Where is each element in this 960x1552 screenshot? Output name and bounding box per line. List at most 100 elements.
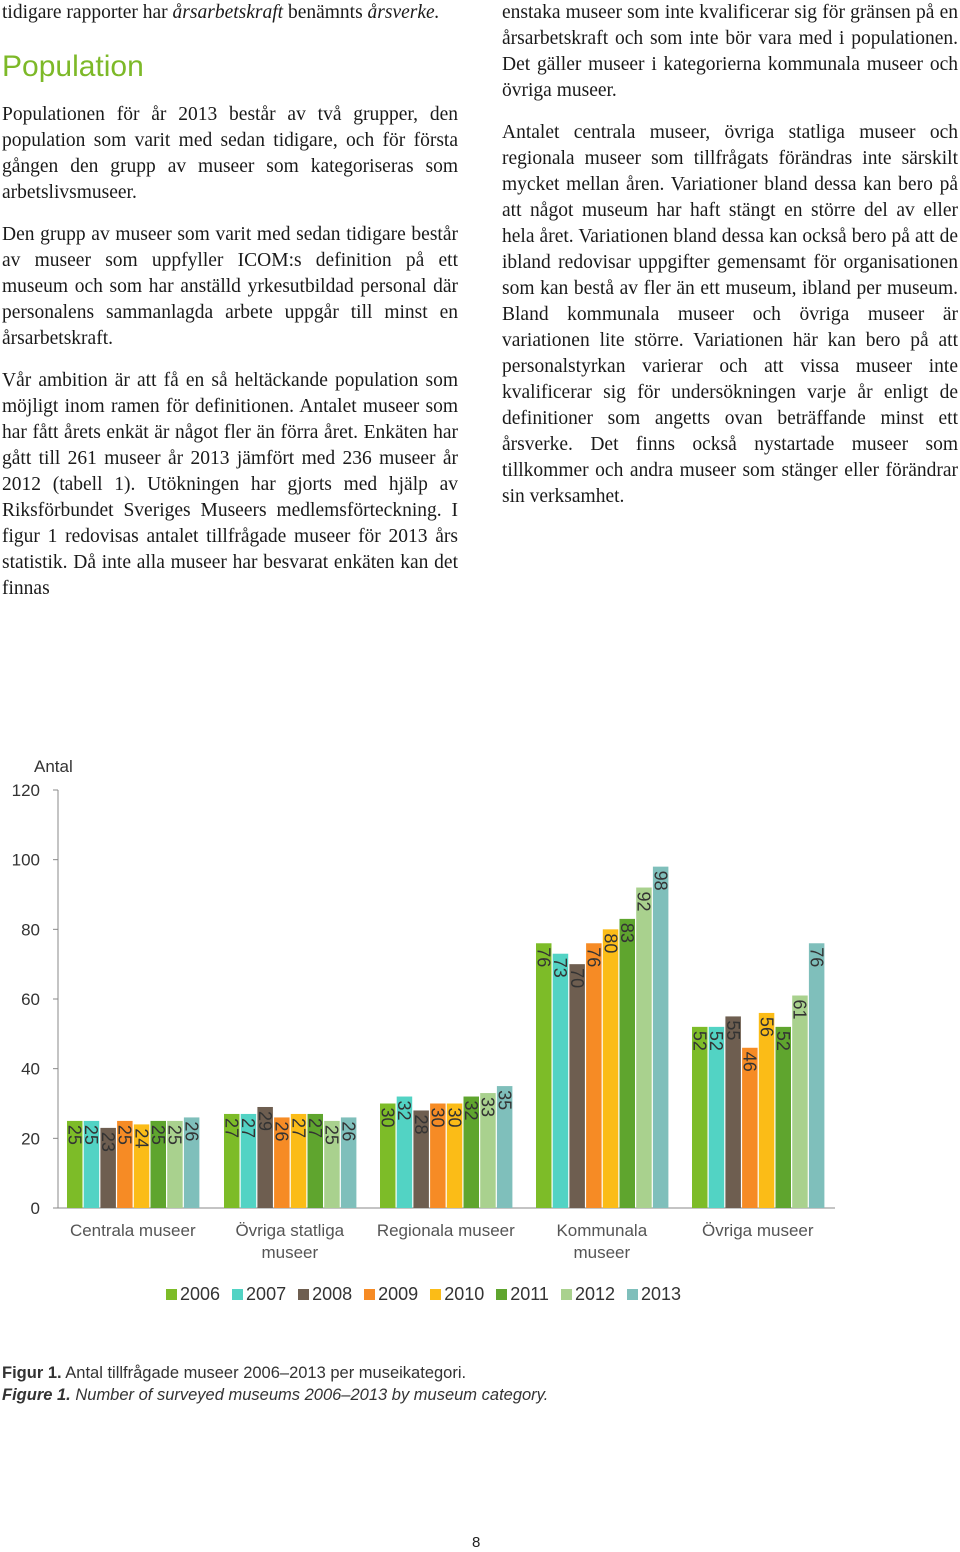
bar-data-label: 25	[115, 1125, 135, 1145]
legend-item: 2012	[560, 1284, 615, 1305]
bar-data-label: 28	[411, 1114, 431, 1134]
bar	[692, 1026, 708, 1208]
legend-label: 2008	[312, 1284, 353, 1304]
bar-chart: Antal 0204060801001202525232524252526Cen…	[12, 757, 835, 1262]
x-category-label: Övriga statliga	[235, 1221, 344, 1240]
bar	[602, 929, 619, 1208]
bar-data-label: 26	[338, 1121, 358, 1141]
bar-data-label: 80	[600, 933, 620, 953]
legend-label: 2009	[378, 1284, 419, 1304]
bar	[240, 1113, 257, 1208]
bar	[340, 1117, 357, 1208]
bar-data-label: 52	[706, 1031, 726, 1051]
legend-label: 2013	[641, 1284, 682, 1304]
page-number: 8	[472, 1534, 481, 1551]
bar	[117, 1120, 133, 1208]
bar-data-label: 83	[617, 923, 637, 943]
x-category-label: museer	[261, 1243, 318, 1262]
bar-data-label: 25	[148, 1125, 168, 1145]
bar	[463, 1096, 479, 1208]
intro-paragraph: tidigare rapporter har årsarbetskraft be…	[2, 2, 440, 23]
legend-swatch	[166, 1289, 177, 1300]
bar-data-label: 26	[272, 1121, 292, 1141]
bar	[83, 1120, 100, 1208]
bar-data-label: 23	[98, 1132, 118, 1152]
bar-data-label: 27	[288, 1118, 308, 1138]
legend-item: 2010	[430, 1284, 484, 1305]
bar	[552, 953, 569, 1208]
legend-item: 2009	[364, 1284, 418, 1305]
bar-data-label: 55	[723, 1020, 743, 1040]
bar-data-label: 98	[650, 871, 670, 891]
bar	[480, 1093, 496, 1208]
bar	[224, 1113, 240, 1208]
x-category-label: Regionala museer	[377, 1221, 515, 1240]
bar-data-label: 26	[181, 1121, 201, 1141]
bar	[775, 1026, 791, 1208]
bar-data-label: 46	[740, 1052, 760, 1072]
bar	[307, 1113, 323, 1208]
bar-data-label: 30	[428, 1108, 448, 1128]
paragraph: Populationen för år 2013 består av två g…	[2, 104, 458, 203]
bar	[257, 1106, 273, 1208]
bar	[413, 1110, 429, 1208]
x-category-label: Övriga museer	[702, 1221, 814, 1240]
bar	[150, 1120, 166, 1208]
bar-data-label: 27	[305, 1118, 325, 1138]
bar-data-label: 56	[756, 1017, 776, 1037]
left-column: tidigare rapporter har årsarbetskraft be…	[2, 0, 458, 618]
bar	[708, 1026, 725, 1208]
caption-swedish: Figur 1. Antal tillfrågade museer 2006–2…	[2, 1364, 467, 1382]
legend-swatch	[430, 1289, 442, 1300]
bar-data-label: 25	[165, 1125, 185, 1145]
bar-data-label: 76	[806, 947, 826, 967]
legend-item: 2008	[298, 1284, 352, 1305]
bar	[430, 1103, 446, 1208]
legend-swatch	[496, 1289, 508, 1300]
y-tick-label: 80	[21, 920, 40, 939]
legend-swatch	[298, 1289, 310, 1300]
y-tick-label: 0	[31, 1199, 40, 1218]
paragraph: Den grupp av museer som varit med sedan …	[2, 224, 458, 349]
bar-data-label: 33	[478, 1097, 498, 1117]
bar	[758, 1012, 775, 1208]
x-category-label: museer	[573, 1243, 630, 1262]
bar-data-label: 30	[377, 1108, 397, 1128]
bar	[396, 1096, 413, 1208]
bar	[183, 1117, 200, 1208]
bar-data-label: 32	[461, 1101, 481, 1121]
legend-item: 2007	[232, 1284, 286, 1305]
bar	[100, 1127, 116, 1208]
bar-data-label: 24	[131, 1128, 151, 1148]
bar	[586, 943, 602, 1208]
legend-label: 2012	[574, 1284, 615, 1304]
bar	[652, 866, 669, 1208]
bar	[536, 943, 552, 1208]
bar-data-label: 61	[790, 1000, 810, 1020]
bar-data-label: 35	[494, 1090, 514, 1110]
bar-data-label: 30	[444, 1108, 464, 1128]
paragraph: Antalet centrala museer, övriga statliga…	[502, 122, 958, 507]
y-tick-label: 60	[21, 990, 40, 1009]
bar-data-label: 76	[533, 947, 553, 967]
x-category-label: Kommunala	[556, 1221, 647, 1240]
bar	[792, 995, 808, 1208]
bar-data-label: 25	[81, 1125, 101, 1145]
y-axis-label: Antal	[34, 757, 73, 776]
bar	[380, 1103, 396, 1208]
paragraph: Vår ambition är att få en så heltäckande…	[2, 370, 458, 599]
bar	[324, 1120, 340, 1208]
bar-data-label: 92	[634, 892, 654, 912]
bar	[446, 1103, 463, 1208]
legend-swatch	[627, 1289, 638, 1300]
legend-label: 2006	[180, 1284, 221, 1304]
bar-data-label: 52	[689, 1031, 709, 1051]
caption-english: Figure 1. Number of surveyed museums 200…	[2, 1386, 549, 1404]
bar-data-label: 27	[221, 1118, 241, 1138]
legend-swatch	[560, 1289, 572, 1300]
bar	[133, 1124, 150, 1208]
bar-data-label: 32	[394, 1101, 414, 1121]
bar	[290, 1113, 307, 1208]
right-column: enstaka museer som inte kvalificerar sig…	[502, 0, 958, 526]
bar-data-label: 73	[550, 958, 570, 978]
